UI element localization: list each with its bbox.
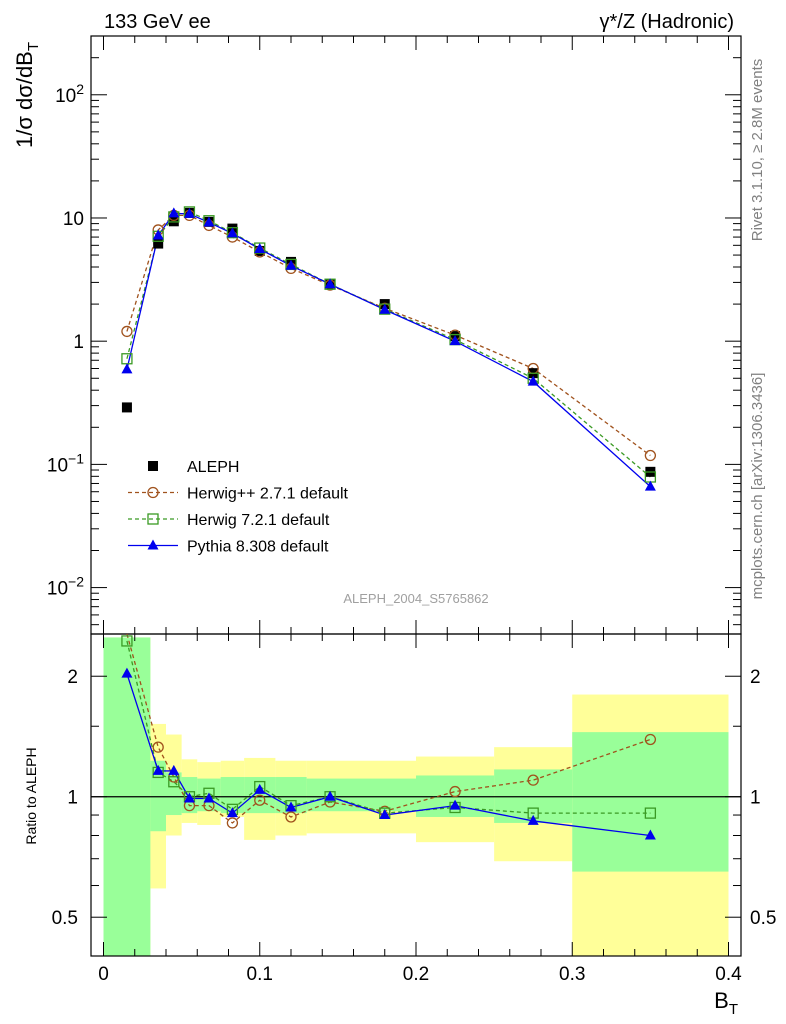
herwig-7-2-1-default-ratio-point [168,776,180,788]
ratio-y-tick-label-right: 1 [750,788,761,809]
pythia-8-308-default-main-point [226,227,238,238]
pythia-8-308-default-ratio-point [449,799,461,810]
pythia-8-308-default-ratio-point [226,807,238,818]
y-tick-label: 10 [63,209,84,230]
pythia-8-308-default-main-point [152,229,164,240]
pythia-8-308-default-main-point [449,335,461,346]
ratio-y-tick-label-left: 2 [67,667,78,688]
legend-label: Pythia 8.308 default [187,539,329,556]
herwig-2-7-1-default-main-point [644,449,657,462]
pythia-8-308-default-ratio-point [121,667,133,678]
herwig-2-7-1-default-ratio-point [152,741,164,753]
axes-frames [90,35,742,957]
herwig-2-7-1-default-ratio-point [226,817,239,829]
legend-entry-herwig-7-2-1-default: Herwig 7.2.1 default [128,512,330,529]
pythia-8-308-default-ratio-point [168,764,180,775]
stat-uncertainty-band-bin [150,760,166,832]
legend-marker [147,539,159,550]
herwig-2-7-1-default-ratio-point [254,794,266,806]
legend-entry-herwig-2-7-1-default: Herwig++ 2.7.1 default [128,486,349,503]
aleph-main-point [153,238,164,249]
pythia-8-308-default-main-point [644,480,656,491]
x-tick-label: 0.1 [247,964,273,985]
main-y-axis-label: 1/σ dσ/dBT [12,42,42,148]
pythia-8-308-default-main-point [203,216,215,227]
pythia-8-308-default-ratio-point [183,792,195,803]
pythia-8-308-default-main-point [121,363,133,374]
herwig-2-7-1-default-ratio-point [527,774,539,786]
herwig-2-7-1-default-main-point [121,325,133,338]
pythia-8-308-default-ratio-point [152,764,164,775]
pythia-8-308-default-ratio-point [324,790,336,801]
herwig-2-7-1-default-main-line [126,214,651,457]
mcplots-side-label: mcplots.cern.ch [arXiv:1306.3436] [749,373,766,600]
pythia-8-308-default-ratio-point [254,783,266,794]
pythia-8-308-default-main-point [379,303,391,314]
header-left-label: 133 GeV ee [104,11,211,33]
y-tick-label: 10−2 [47,574,84,600]
pythia-8-308-default-main-line [126,212,651,488]
legend: ALEPH Herwig++ 2.7.1 default Herwig 7.2.1 … [128,459,349,556]
ratio-y-tick-label-right: 0.5 [750,908,776,929]
pythia-8-308-default-main-point [527,375,539,386]
aleph-main-point [121,402,132,413]
herwig-2-7-1-default-ratio-line [126,633,651,824]
pythia-8-308-default-main-point [254,243,266,254]
x-tick-label: 0.3 [559,964,585,985]
pythia-8-308-default-main-point [285,259,297,270]
legend-entry-aleph: ALEPH [148,459,239,476]
data-markers [121,206,657,840]
ratio-y-tick-label-left: 0.5 [52,908,78,929]
pythia-8-308-default-ratio-point [644,829,656,840]
herwig-7-2-1-default-ratio-point [121,635,133,647]
header-right-label: γ*/Z (Hadronic) [600,11,734,33]
pythia-8-308-default-main-point [168,207,180,218]
x-tick-label: 0.2 [403,964,429,985]
y-tick-label: 102 [55,81,84,107]
stat-uncertainty-band-bin [166,772,182,816]
watermark-label: ALEPH_2004_S5765862 [343,591,488,606]
pythia-8-308-default-ratio-point [285,801,297,812]
legend-label: Herwig++ 2.7.1 default [187,486,349,503]
herwig-7-2-1-default-main-line [126,211,651,478]
herwig-2-7-1-default-ratio-point [285,811,297,823]
x-tick-label: 0 [98,964,109,985]
ratio-y-tick-label-left: 1 [67,788,78,809]
pythia-8-308-default-ratio-point [379,809,391,820]
y-tick-label: 1 [73,332,84,353]
legend-marker [148,461,158,471]
y-tick-label: 10−1 [47,450,84,476]
legend-marker [147,513,159,525]
rivet-side-label: Rivet 3.1.10, ≥ 2.8M events [749,59,766,242]
x-axis-label: BT [714,988,738,1018]
pythia-8-308-default-ratio-point [203,792,215,803]
herwig-2-7-1-default-ratio-point [644,733,657,746]
pythia-8-308-default-ratio-point [527,814,539,825]
ratio-y-axis-label: Ratio to ALEPH [23,747,39,844]
legend-entry-pythia-8-308-default: Pythia 8.308 default [128,539,329,556]
x-tick-label: 0.4 [715,964,742,985]
pythia-8-308-default-main-point [183,207,195,218]
legend-marker [147,486,159,499]
ratio-y-tick-label-right: 2 [750,667,761,688]
legend-label: Herwig 7.2.1 default [187,512,330,529]
chart-text: 133 GeV ee γ*/Z (Hadronic) ALEPH_2004_S5… [12,11,776,1018]
stat-uncertainty-band-bin [572,732,729,872]
pythia-8-308-default-main-point [324,278,336,289]
herwig-2-7-1-default-ratio-point [449,785,461,798]
herwig-7-2-1-default-ratio-point [644,807,657,819]
legend-label: ALEPH [187,459,239,476]
